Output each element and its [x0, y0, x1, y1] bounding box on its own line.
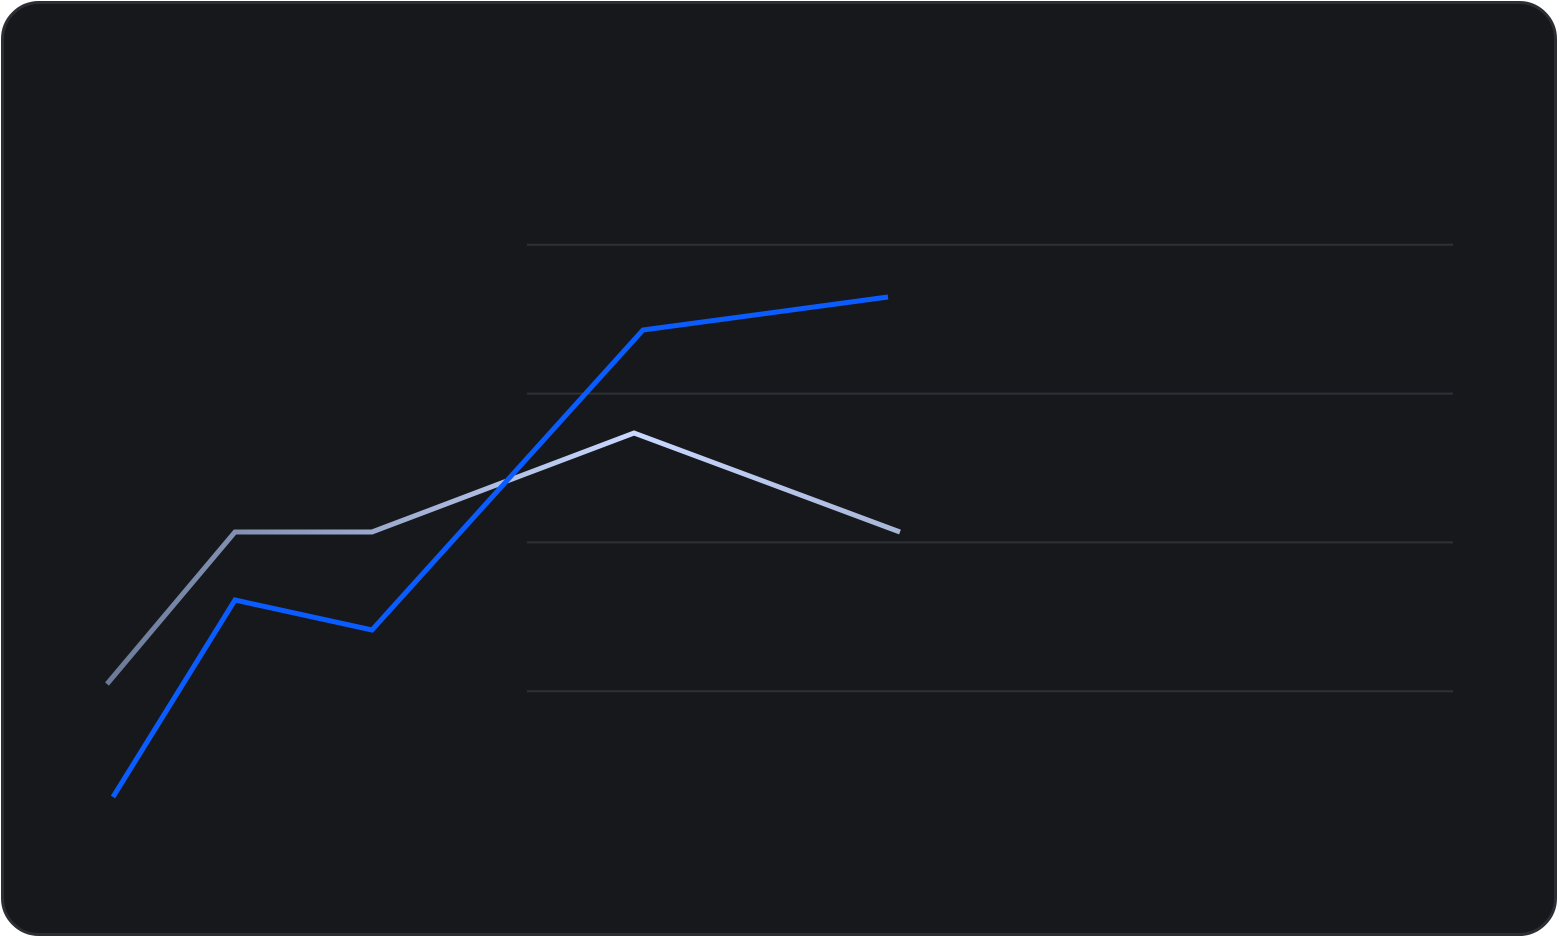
series-line-a [110, 294, 889, 799]
series-lines [105, 294, 901, 799]
gridlines [527, 243, 1453, 693]
series-line-b [105, 430, 901, 686]
